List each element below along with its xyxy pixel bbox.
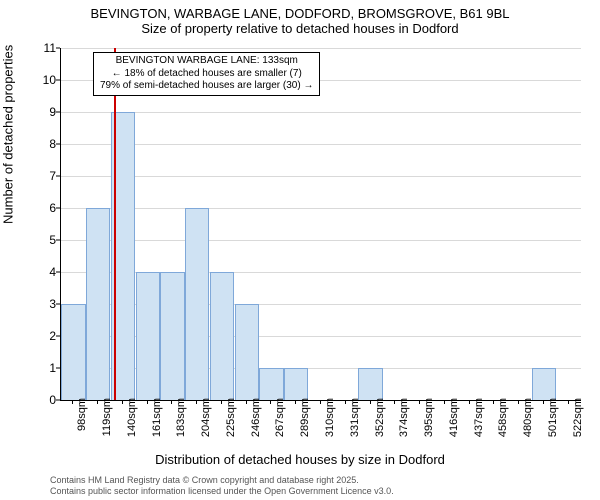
x-tick-label: 204sqm <box>200 398 212 448</box>
x-tick-label: 501sqm <box>547 398 559 448</box>
y-tick-label: 5 <box>38 233 56 247</box>
x-tick-mark <box>97 400 98 404</box>
x-tick-label: 437sqm <box>473 398 485 448</box>
histogram-bar <box>210 272 234 400</box>
x-tick-mark <box>122 400 123 404</box>
x-tick-mark <box>147 400 148 404</box>
histogram-bar <box>284 368 308 400</box>
x-tick-mark <box>394 400 395 404</box>
y-tick-label: 6 <box>38 201 56 215</box>
title-address: BEVINGTON, WARBAGE LANE, DODFORD, BROMSG… <box>0 6 600 21</box>
y-tick-mark <box>56 176 60 177</box>
x-tick-mark <box>370 400 371 404</box>
x-tick-mark <box>320 400 321 404</box>
x-tick-label: 352sqm <box>374 398 386 448</box>
x-tick-mark <box>493 400 494 404</box>
histogram-bar <box>259 368 283 400</box>
y-tick-label: 4 <box>38 265 56 279</box>
x-tick-label: 289sqm <box>299 398 311 448</box>
y-tick-mark <box>56 304 60 305</box>
y-tick-mark <box>56 80 60 81</box>
gridline <box>61 144 581 145</box>
y-axis-label: Number of detached properties <box>1 45 16 224</box>
footer-line-1: Contains HM Land Registry data © Crown c… <box>50 475 394 485</box>
x-tick-label: 458sqm <box>497 398 509 448</box>
annot-line-3: 79% of semi-detached houses are larger (… <box>100 80 313 93</box>
gridline <box>61 208 581 209</box>
x-tick-label: 225sqm <box>225 398 237 448</box>
x-tick-label: 183sqm <box>175 398 187 448</box>
y-tick-label: 9 <box>38 105 56 119</box>
y-tick-label: 10 <box>38 73 56 87</box>
y-tick-mark <box>56 240 60 241</box>
gridline <box>61 240 581 241</box>
histogram-bar <box>185 208 209 400</box>
x-tick-mark <box>295 400 296 404</box>
gridline <box>61 176 581 177</box>
y-tick-mark <box>56 48 60 49</box>
y-tick-label: 0 <box>38 393 56 407</box>
y-tick-label: 7 <box>38 169 56 183</box>
x-tick-label: 119sqm <box>101 398 113 448</box>
histogram-bar <box>532 368 556 400</box>
x-tick-label: 480sqm <box>522 398 534 448</box>
x-tick-mark <box>419 400 420 404</box>
gridline <box>61 48 581 49</box>
annotation-box: BEVINGTON WARBAGE LANE: 133sqm ← 18% of … <box>93 52 320 96</box>
histogram-bar <box>235 304 259 400</box>
y-tick-label: 3 <box>38 297 56 311</box>
y-tick-mark <box>56 144 60 145</box>
x-tick-label: 310sqm <box>324 398 336 448</box>
y-tick-mark <box>56 208 60 209</box>
y-tick-label: 1 <box>38 361 56 375</box>
y-tick-mark <box>56 368 60 369</box>
histogram-bar <box>61 304 85 400</box>
chart-title: BEVINGTON, WARBAGE LANE, DODFORD, BROMSG… <box>0 6 600 36</box>
x-tick-mark <box>72 400 73 404</box>
x-tick-mark <box>196 400 197 404</box>
x-tick-mark <box>270 400 271 404</box>
histogram-bar <box>160 272 184 400</box>
x-tick-mark <box>171 400 172 404</box>
x-tick-mark <box>221 400 222 404</box>
x-tick-label: 416sqm <box>448 398 460 448</box>
x-tick-label: 522sqm <box>572 398 584 448</box>
footer-attribution: Contains HM Land Registry data © Crown c… <box>50 475 394 496</box>
x-tick-mark <box>543 400 544 404</box>
y-tick-label: 8 <box>38 137 56 151</box>
x-tick-label: 331sqm <box>349 398 361 448</box>
histogram-bar <box>86 208 110 400</box>
x-tick-label: 98sqm <box>76 398 88 448</box>
annot-line-2: ← 18% of detached houses are smaller (7) <box>100 68 313 81</box>
x-tick-label: 161sqm <box>151 398 163 448</box>
y-tick-mark <box>56 400 60 401</box>
title-subtitle: Size of property relative to detached ho… <box>0 21 600 36</box>
y-tick-mark <box>56 112 60 113</box>
x-tick-mark <box>518 400 519 404</box>
y-tick-mark <box>56 336 60 337</box>
x-tick-mark <box>568 400 569 404</box>
x-axis-label: Distribution of detached houses by size … <box>0 452 600 467</box>
histogram-bar <box>136 272 160 400</box>
x-tick-mark <box>246 400 247 404</box>
x-tick-label: 140sqm <box>126 398 138 448</box>
histogram-bar <box>358 368 382 400</box>
x-tick-mark <box>345 400 346 404</box>
x-tick-mark <box>469 400 470 404</box>
x-tick-label: 395sqm <box>423 398 435 448</box>
footer-line-2: Contains public sector information licen… <box>50 486 394 496</box>
x-tick-label: 374sqm <box>398 398 410 448</box>
y-tick-mark <box>56 272 60 273</box>
annot-line-1: BEVINGTON WARBAGE LANE: 133sqm <box>100 55 313 68</box>
y-tick-label: 11 <box>38 41 56 55</box>
x-tick-label: 246sqm <box>250 398 262 448</box>
y-tick-label: 2 <box>38 329 56 343</box>
x-tick-label: 267sqm <box>274 398 286 448</box>
plot-area: BEVINGTON WARBAGE LANE: 133sqm ← 18% of … <box>60 48 581 401</box>
subject-property-marker <box>114 48 116 400</box>
x-tick-mark <box>444 400 445 404</box>
gridline <box>61 112 581 113</box>
